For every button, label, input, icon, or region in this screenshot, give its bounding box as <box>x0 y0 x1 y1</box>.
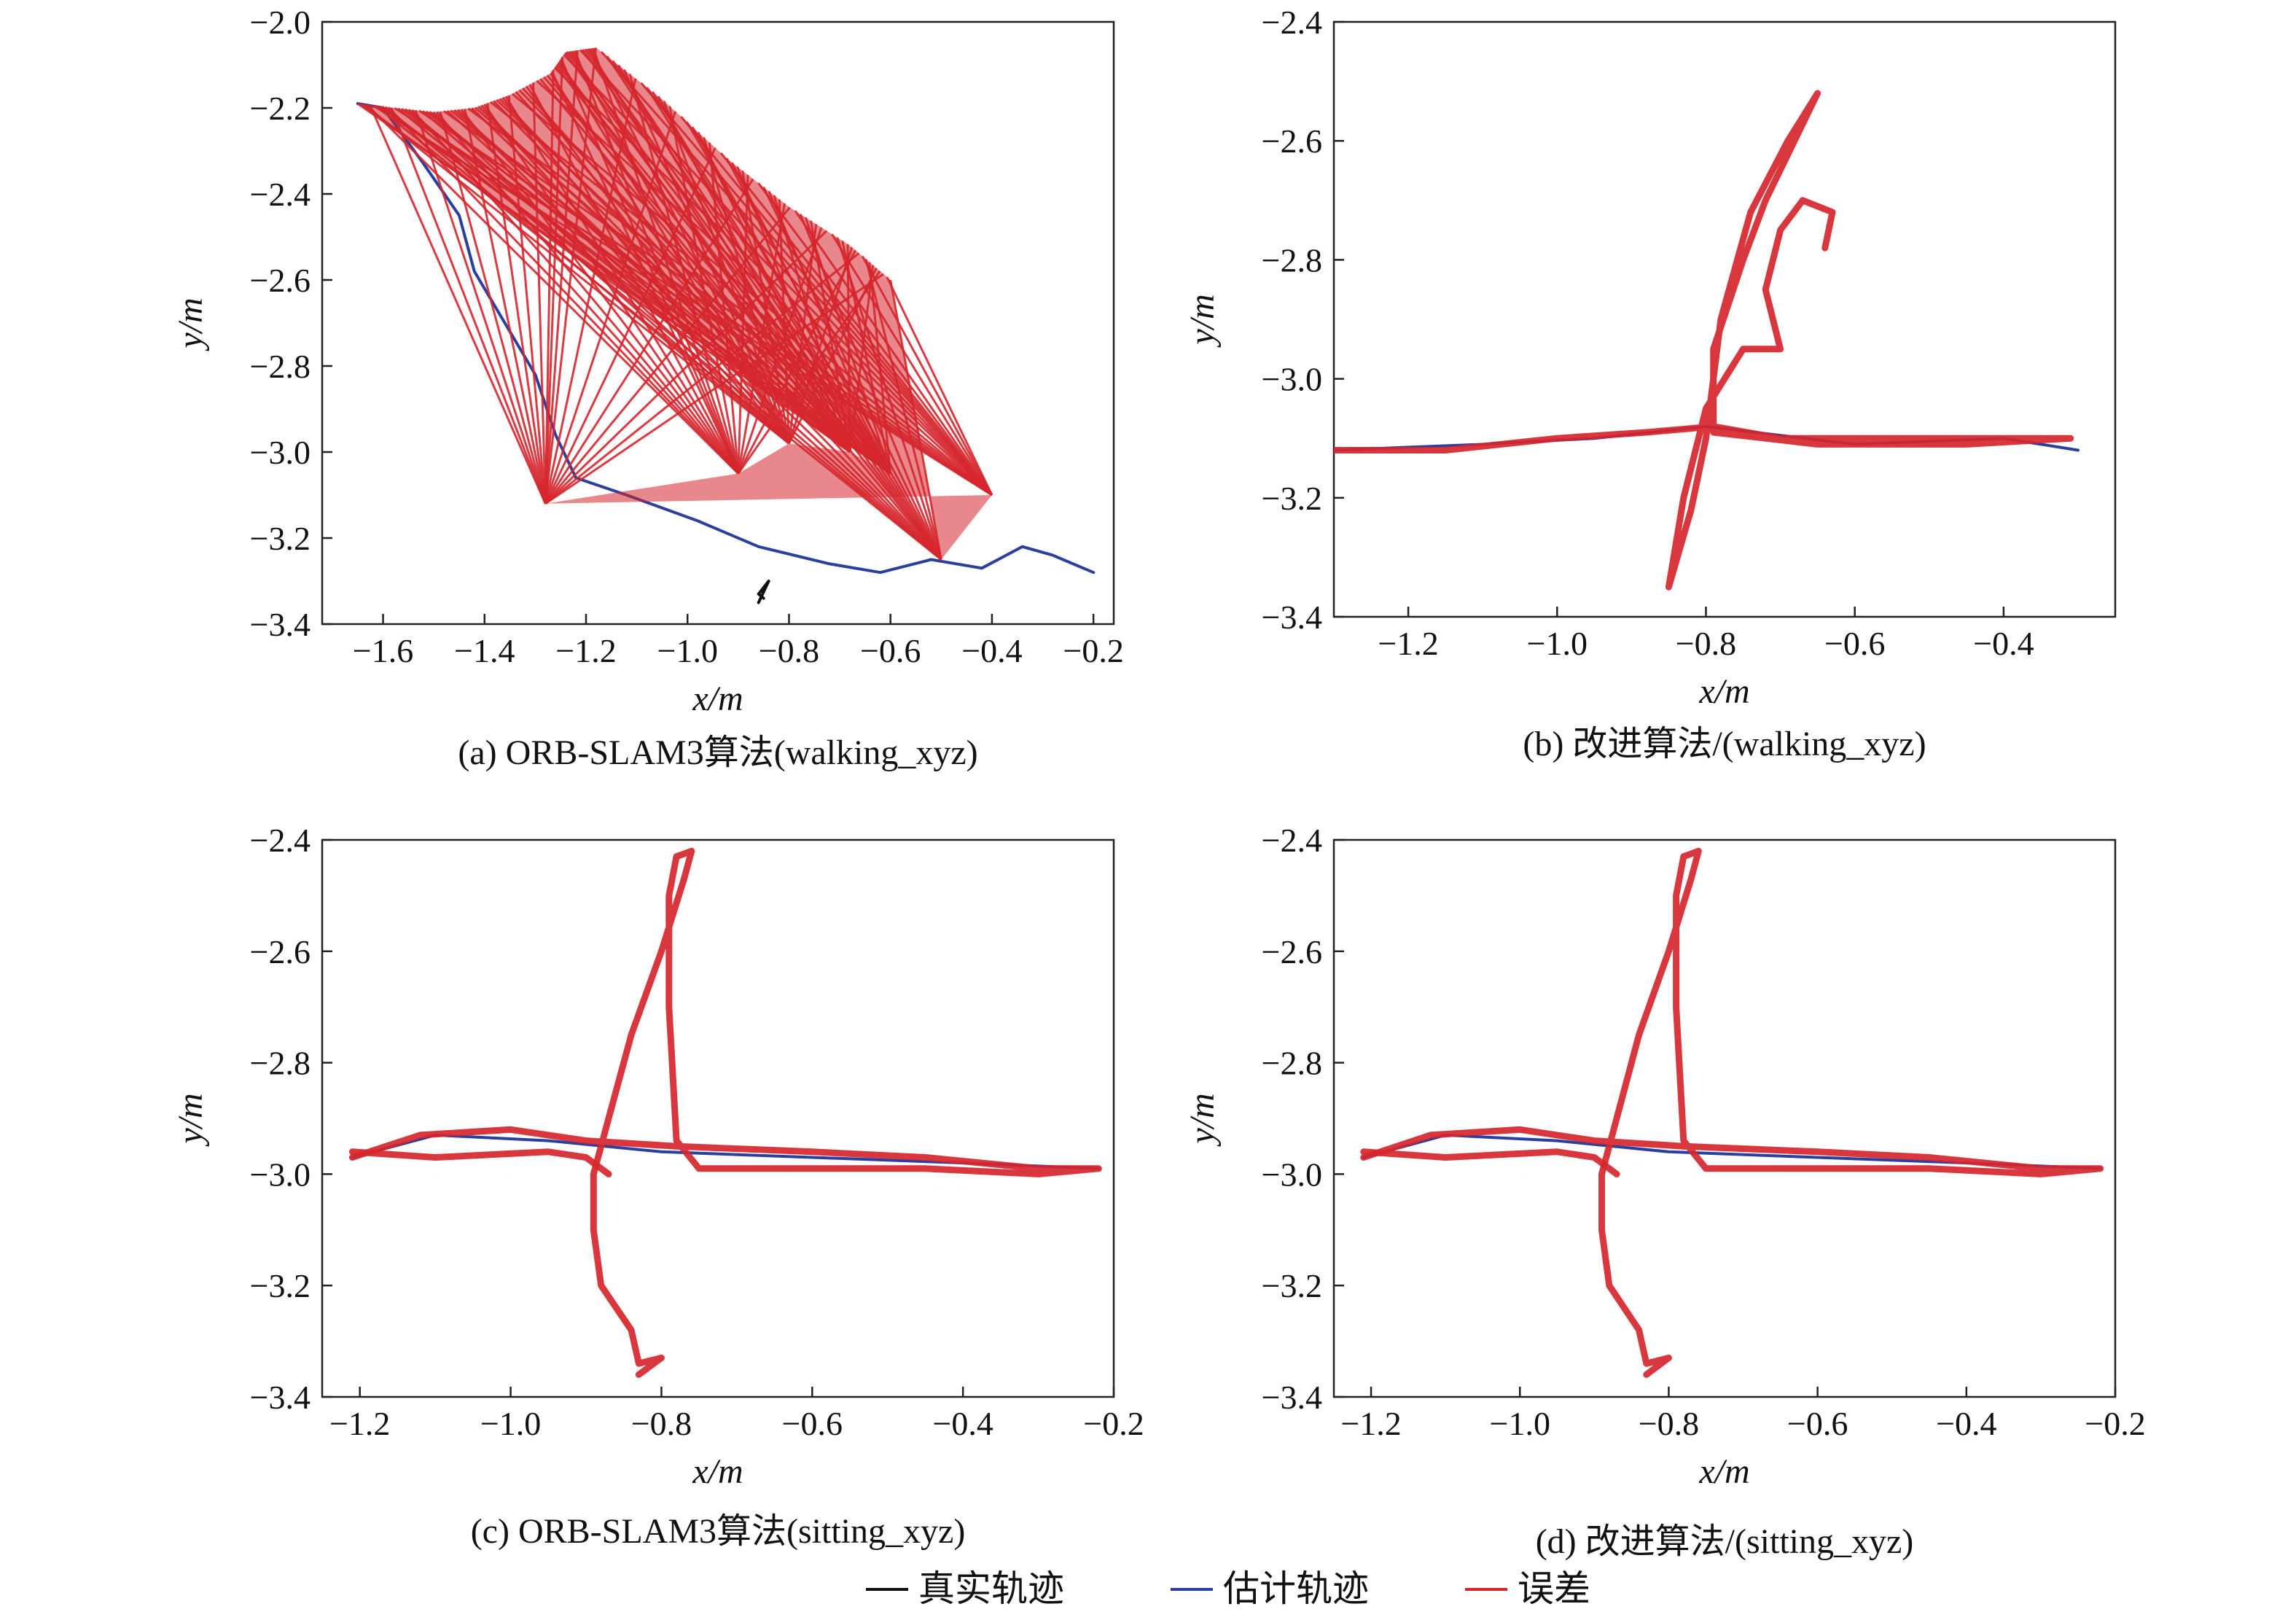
plot-frame <box>1332 20 2117 618</box>
error-segment <box>439 111 547 505</box>
y-tick-label: −2.8 <box>250 1045 311 1082</box>
x-tick-label: −1.6 <box>353 632 413 669</box>
x-tick-label: −0.6 <box>782 1405 843 1442</box>
panel-caption: (b) 改进算法/(walking_xyz) <box>1523 725 1926 763</box>
y-tick-label: −2.4 <box>1262 4 1322 41</box>
y-tick-label: −3.0 <box>250 434 311 471</box>
y-axis-label: y/m <box>171 1093 210 1147</box>
y-tick-label: −3.2 <box>250 1267 311 1304</box>
error-fan <box>356 47 993 561</box>
panels-layer: −1.6 −1.4 −1.2 −1.0 −0.8 −0.6 −0.4 −0.2 −2.0 −2.2… <box>171 4 2146 1561</box>
y-tick-label: −3.4 <box>1262 599 1322 636</box>
y-tick-label: −2.6 <box>250 933 311 970</box>
y-tick-label: −2.6 <box>250 262 311 299</box>
legend-label-estimate: 估计轨迹 <box>1223 1568 1369 1609</box>
y-tick-label: −2.4 <box>250 822 311 859</box>
plot-area <box>1360 847 2104 1378</box>
y-tick-label: −3.4 <box>250 606 311 643</box>
x-tick-label: −0.8 <box>1676 625 1736 662</box>
x-tick-label: −1.0 <box>657 632 718 669</box>
plot-frame <box>321 838 1115 1398</box>
x-tick-label: −1.0 <box>1490 1405 1550 1442</box>
x-tick-label: −0.4 <box>1936 1405 1996 1442</box>
x-tick-label: −1.2 <box>555 632 616 669</box>
y-tick-label: −3.4 <box>1262 1379 1322 1416</box>
chart-panel-a: −1.6 −1.4 −1.2 −1.0 −0.8 −0.6 −0.4 −0.2 −2.0 −2.2… <box>171 4 1124 772</box>
x-tick-label: −1.0 <box>480 1405 541 1442</box>
y-tick-label: −2.8 <box>1262 241 1322 279</box>
y-axis-label: y/m <box>171 297 210 351</box>
x-tick-label: −0.2 <box>1083 1405 1144 1442</box>
x-tick-label: −1.2 <box>1378 625 1438 662</box>
y-tick-label: −2.4 <box>250 176 311 213</box>
chart-panel-d: −1.2 −1.0 −0.8 −0.6 −0.4 −0.2 −2.4 −2.6 −2.8 −3.0… <box>1183 822 2146 1561</box>
x-tick-label: −0.4 <box>1973 625 2034 662</box>
x-tick-label: −0.8 <box>631 1405 692 1442</box>
y-axis-label: y/m <box>1183 1093 1222 1147</box>
y-tick-label: −2.4 <box>1262 822 1322 859</box>
y-tick-label: −2.6 <box>1262 122 1322 160</box>
ground-truth-trajectory-line <box>757 580 770 604</box>
y-tick-label: −2.6 <box>1262 933 1322 970</box>
x-tick-label: −1.2 <box>329 1405 390 1442</box>
x-axis-label: x/m <box>692 679 743 718</box>
error-trajectory-line <box>348 1148 612 1177</box>
y-tick-label: −2.8 <box>250 348 311 385</box>
error-trajectory-line <box>1334 90 2074 591</box>
y-tick-label: −2.0 <box>250 4 311 41</box>
y-tick-label: −3.0 <box>250 1156 311 1193</box>
chart-panel-b: −1.2 −1.0 −0.8 −0.6 −0.4 −2.4 −2.6 −2.8 −3.0 −3.2… <box>1183 4 2117 763</box>
plot-frame <box>1332 838 2117 1398</box>
legend-label-error: 误差 <box>1518 1568 1590 1609</box>
panel-caption: (c) ORB-SLAM3算法(sitting_xyz) <box>471 1512 966 1551</box>
x-tick-label: −0.8 <box>1639 1405 1699 1442</box>
y-tick-label: −2.8 <box>1262 1045 1322 1082</box>
y-tick-label: −3.2 <box>250 520 311 557</box>
x-tick-label: −0.8 <box>759 632 819 669</box>
x-tick-label: −0.2 <box>2085 1405 2145 1442</box>
legend: 真实轨迹 估计轨迹 误差 <box>866 1568 1590 1609</box>
chart-panel-c: −1.2 −1.0 −0.8 −0.6 −0.4 −0.2 −2.4 −2.6 −2.8 −3.0… <box>171 822 1144 1551</box>
y-tick-label: −3.4 <box>250 1379 311 1416</box>
x-axis-label: x/m <box>692 1452 743 1491</box>
y-tick-label: −3.0 <box>1262 1156 1322 1193</box>
legend-label-ground-truth: 真实轨迹 <box>918 1568 1064 1609</box>
x-tick-label: −0.4 <box>932 1405 993 1442</box>
error-trajectory-line <box>1360 1148 1620 1177</box>
x-tick-label: −0.6 <box>1787 1405 1848 1442</box>
y-tick-label: −2.2 <box>250 90 311 127</box>
error-segment <box>369 104 547 505</box>
x-tick-label: −0.4 <box>961 632 1022 669</box>
x-tick-label: −1.0 <box>1527 625 1588 662</box>
y-tick-label: −3.2 <box>1262 1267 1322 1304</box>
x-tick-label: −0.2 <box>1063 632 1123 669</box>
error-fan-fill <box>357 47 992 560</box>
error-trajectory-line <box>1360 847 2104 1378</box>
x-tick-label: −1.2 <box>1340 1405 1401 1442</box>
error-trajectory-line <box>348 847 1102 1378</box>
plot-area <box>356 47 1096 604</box>
plot-area <box>348 847 1102 1378</box>
plot-area <box>1334 90 2080 591</box>
x-tick-label: −1.4 <box>454 632 515 669</box>
y-tick-label: −3.2 <box>1262 480 1322 517</box>
panel-caption: (d) 改进算法/(sitting_xyz) <box>1536 1522 1914 1561</box>
error-segment <box>886 276 993 496</box>
x-tick-label: −0.6 <box>860 632 921 669</box>
y-tick-label: −3.0 <box>1262 361 1322 398</box>
panel-caption: (a) ORB-SLAM3算法(walking_xyz) <box>458 733 977 772</box>
x-axis-label: x/m <box>1698 1452 1749 1491</box>
x-axis-label: x/m <box>1698 672 1749 711</box>
y-axis-label: y/m <box>1183 294 1222 348</box>
plot-frame <box>321 20 1115 626</box>
error-segment <box>390 107 547 505</box>
error-segment <box>414 109 547 505</box>
x-tick-label: −0.6 <box>1824 625 1885 662</box>
